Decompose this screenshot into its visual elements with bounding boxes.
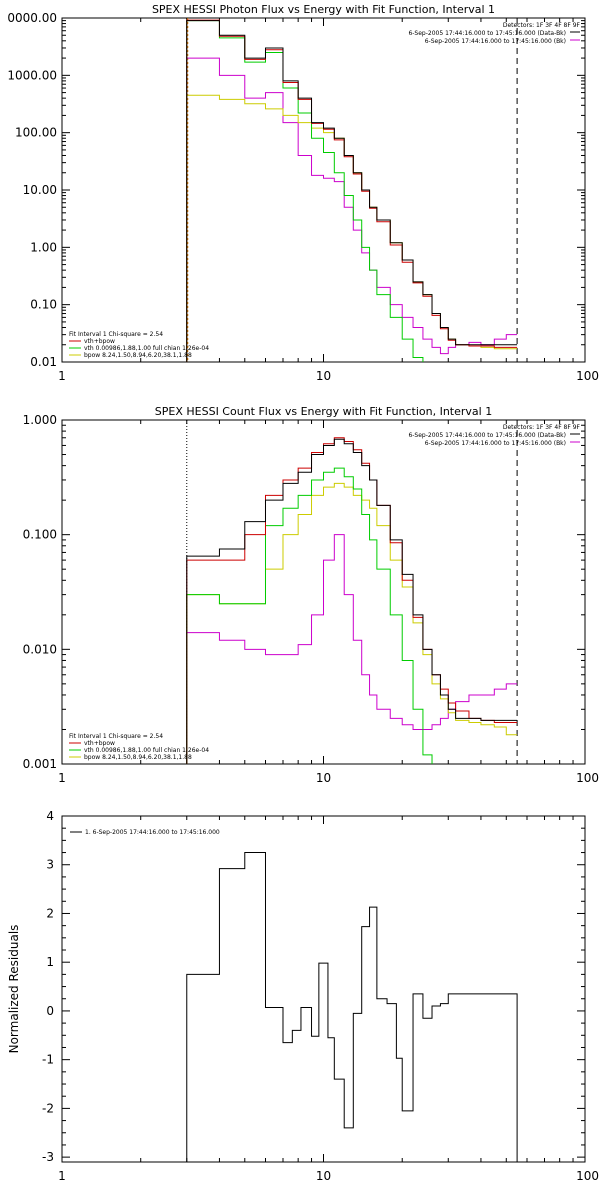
y-tick-label: -1 xyxy=(42,1053,54,1067)
x-tick-label: 1 xyxy=(58,1169,66,1183)
plot-frame xyxy=(61,17,586,363)
y-tick-label: -2 xyxy=(42,1101,54,1115)
y-tick-label: 2 xyxy=(46,906,54,920)
chart-title: SPEX HESSI Photon Flux vs Energy with Fi… xyxy=(152,3,495,16)
x-tick-label: 100 xyxy=(576,771,599,785)
x-tick-label: 10 xyxy=(316,1169,331,1183)
y-tick-label: 0.001 xyxy=(23,757,57,771)
y-axis-label: Normalized Residuals xyxy=(7,925,21,1054)
bpow-component-histogram xyxy=(186,482,518,764)
legend-entry: bpow 8.24,1.50,8.94,6.20,38.1,1.88 xyxy=(84,352,192,359)
y-tick-label: 3 xyxy=(46,858,54,872)
bpow-component-histogram xyxy=(186,94,518,362)
series-group xyxy=(186,437,518,764)
background-histogram xyxy=(186,534,518,764)
header-line: 6-Sep-2005 17:44:16.000 to 17:45:16.000 … xyxy=(408,432,566,439)
legend-entry: vth 0.00986,1.88,1.00 full chian 1.26e-0… xyxy=(84,345,209,352)
y-tick-label: 0 xyxy=(46,1004,54,1018)
x-tick-label: 100 xyxy=(576,1169,599,1183)
legend-entry: vth+bpow xyxy=(84,338,115,345)
x-tick-label: 10 xyxy=(316,369,331,383)
y-tick-label: -3 xyxy=(42,1150,54,1164)
vth-component-histogram xyxy=(186,467,433,764)
y-tick-label: 1 xyxy=(46,955,54,969)
total-fit-histogram xyxy=(186,19,518,362)
y-tick-label: 10.00 xyxy=(23,183,57,197)
x-tick-label: 100 xyxy=(576,369,599,383)
x-tick-label: 1 xyxy=(58,771,66,785)
residuals-histogram xyxy=(186,852,518,1162)
y-tick-label: 100.00 xyxy=(15,126,57,140)
legend-entry: bpow 8.24,1.50,8.94,6.20,38.1,1.88 xyxy=(84,754,192,761)
header-line: Detectors: 1F 3F 4F 8F 9F xyxy=(503,424,581,431)
header-line: 6-Sep-2005 17:44:16.000 to 17:45:16.000 … xyxy=(425,38,566,45)
header-line: 6-Sep-2005 17:44:16.000 to 17:45:16.000 … xyxy=(408,30,566,37)
y-tick-label: 1.00 xyxy=(30,240,57,254)
legend-title: Fit Interval 1 Chi-square = 2.54 xyxy=(69,733,163,740)
y-tick-label: 1.000 xyxy=(23,413,57,427)
x-tick-label: 1 xyxy=(58,369,66,383)
y-tick-label: 0000.00 xyxy=(7,11,57,25)
header-line: 6-Sep-2005 17:44:16.000 to 17:45:16.000 … xyxy=(425,440,566,447)
series-group xyxy=(186,19,518,362)
y-tick-label: 0.010 xyxy=(23,642,57,656)
plot-frame xyxy=(61,815,586,1163)
y-tick-label: 0.100 xyxy=(23,528,57,542)
legend-title: Fit Interval 1 Chi-square = 2.54 xyxy=(69,331,163,338)
series-group xyxy=(186,852,518,1162)
legend-entry: vth+bpow xyxy=(84,740,115,747)
x-tick-label: 10 xyxy=(316,771,331,785)
total-fit-histogram xyxy=(186,437,518,764)
y-tick-label: 0.10 xyxy=(30,298,57,312)
y-tick-label: 4 xyxy=(46,809,54,823)
panel-3: 1 10 100 -3 -2 -1 0 1 2 3 4 Normalized Residuals 1. … xyxy=(7,809,599,1183)
y-tick-label: 0.01 xyxy=(30,355,57,369)
panel-2: SPEX HESSI Count Flux vs Energy with Fit… xyxy=(23,405,599,785)
legend-entry: vth 0.00986,1.88,1.00 full chian 1.26e-0… xyxy=(84,747,209,754)
header-line: Detectors: 1F 3F 4F 8F 9F xyxy=(503,22,581,29)
data-histogram xyxy=(186,438,518,764)
legend-entry: 1. 6-Sep-2005 17:44:16.000 to 17:45:16.0… xyxy=(85,829,220,836)
chart-title: SPEX HESSI Count Flux vs Energy with Fit… xyxy=(155,405,492,418)
background-histogram xyxy=(186,57,518,362)
y-tick-label: 1000.00 xyxy=(7,68,57,82)
data-histogram xyxy=(186,20,518,362)
panel-1: SPEX HESSI Photon Flux vs Energy with Fi… xyxy=(7,3,599,383)
